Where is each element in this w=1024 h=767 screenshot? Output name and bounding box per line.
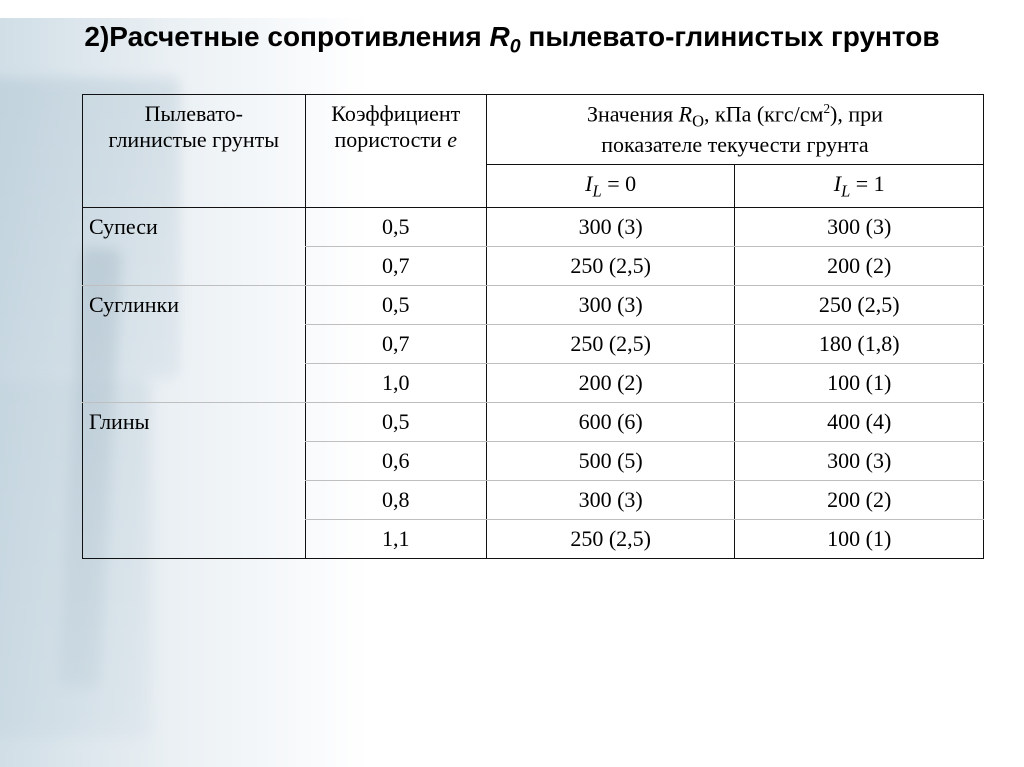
cell-e: 1,1 xyxy=(305,520,486,559)
c34-sub: O xyxy=(692,112,704,131)
il1-sub: L xyxy=(841,181,850,200)
title-symbol: R xyxy=(489,21,509,52)
cell-e: 1,0 xyxy=(305,364,486,403)
cell-e: 0,6 xyxy=(305,442,486,481)
cell-e: 0,5 xyxy=(305,208,486,247)
title-sub: 0 xyxy=(510,36,521,58)
cell-e: 0,7 xyxy=(305,325,486,364)
table-row: Супеси 0,5 300 (3) 300 (3) xyxy=(83,208,984,247)
cell-il1: 250 (2,5) xyxy=(735,286,984,325)
col2-l2a: пористости xyxy=(334,127,441,152)
col2-l2b: е xyxy=(447,127,457,152)
data-table: Пылевато- глинистые грунты Коэффициент п… xyxy=(82,94,984,559)
c34-l2: показателе текучести грунта xyxy=(601,132,868,157)
col-header-values: Значения RO, кПа (кгс/см2), при показате… xyxy=(486,95,983,165)
cell-il0: 300 (3) xyxy=(486,286,735,325)
cell-il1: 100 (1) xyxy=(735,520,984,559)
cell-il0: 250 (2,5) xyxy=(486,247,735,286)
col2-l1: Коэффициент xyxy=(331,101,460,126)
subheader-il1: IL = 1 xyxy=(735,164,984,207)
cell-il0: 300 (3) xyxy=(486,208,735,247)
table-row: Глины 0,5 600 (6) 400 (4) xyxy=(83,403,984,442)
cell-il0: 200 (2) xyxy=(486,364,735,403)
cell-il1: 300 (3) xyxy=(735,442,984,481)
cell-il1: 400 (4) xyxy=(735,403,984,442)
cell-il0: 500 (5) xyxy=(486,442,735,481)
header-row-1: Пылевато- глинистые грунты Коэффициент п… xyxy=(83,95,984,165)
c34-a: Значения xyxy=(587,101,673,126)
cell-il1: 200 (2) xyxy=(735,481,984,520)
cell-e: 0,5 xyxy=(305,403,486,442)
soil-name: Суглинки xyxy=(83,286,306,403)
il0-sub: L xyxy=(593,181,602,200)
cell-il0: 300 (3) xyxy=(486,481,735,520)
data-table-wrap: Пылевато- глинистые грунты Коэффициент п… xyxy=(82,94,984,559)
soil-name: Глины xyxy=(83,403,306,559)
cell-il1: 200 (2) xyxy=(735,247,984,286)
col-header-soil: Пылевато- глинистые грунты xyxy=(83,95,306,208)
c34-c: ), при xyxy=(830,101,883,126)
cell-il0: 250 (2,5) xyxy=(486,325,735,364)
soil-name: Супеси xyxy=(83,208,306,286)
col-header-porosity: Коэффициент пористости е xyxy=(305,95,486,208)
cell-il0: 600 (6) xyxy=(486,403,735,442)
title-prefix: 2)Расчетные сопротивления xyxy=(84,21,489,52)
col1-l1: Пылевато- xyxy=(145,101,243,126)
il1-sym: I xyxy=(834,171,841,196)
il0-eq: = 0 xyxy=(607,171,636,196)
il0-sym: I xyxy=(585,171,592,196)
title-suffix: пылевато-глинистых грунтов xyxy=(528,21,939,52)
c34-sym: R xyxy=(679,101,692,126)
c34-b: , кПа (кгс/см xyxy=(704,101,823,126)
cell-il1: 180 (1,8) xyxy=(735,325,984,364)
cell-e: 0,5 xyxy=(305,286,486,325)
cell-il1: 300 (3) xyxy=(735,208,984,247)
cell-il1: 100 (1) xyxy=(735,364,984,403)
page-title: 2)Расчетные сопротивления R0 пылевато-гл… xyxy=(60,18,964,60)
cell-e: 0,8 xyxy=(305,481,486,520)
cell-e: 0,7 xyxy=(305,247,486,286)
cell-il0: 250 (2,5) xyxy=(486,520,735,559)
subheader-il0: IL = 0 xyxy=(486,164,735,207)
il1-eq: = 1 xyxy=(856,171,885,196)
col1-l2: глинистые грунты xyxy=(109,127,280,152)
table-row: Суглинки 0,5 300 (3) 250 (2,5) xyxy=(83,286,984,325)
